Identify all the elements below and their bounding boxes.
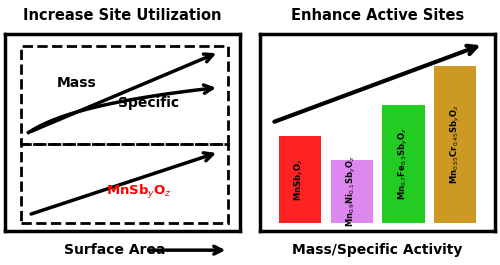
Bar [22,144,228,223]
Text: Specific: Specific [118,96,179,110]
Bar [330,160,373,223]
Text: MnSb$_y$O$_z$: MnSb$_y$O$_z$ [106,183,172,201]
Text: Mn$_{0.9}$Ni$_{0.1}$Sb$_y$O$_z$: Mn$_{0.9}$Ni$_{0.1}$Sb$_y$O$_z$ [345,156,358,227]
Text: Mass: Mass [56,76,96,90]
Text: Enhance Active Sites: Enhance Active Sites [291,8,464,23]
Text: Increase Site Utilization: Increase Site Utilization [23,8,222,23]
Text: Mn$_{0.55}$Cr$_{0.45}$Sb$_y$O$_z$: Mn$_{0.55}$Cr$_{0.45}$Sb$_y$O$_z$ [448,104,462,184]
Bar [382,105,424,223]
Bar [279,136,321,223]
Text: Mn$_{0.7}$Fe$_{0.3}$Sb$_y$O$_z$: Mn$_{0.7}$Fe$_{0.3}$Sb$_y$O$_z$ [397,127,410,200]
Text: MnSb$_y$O$_z$: MnSb$_y$O$_z$ [294,158,306,201]
Text: Surface Area: Surface Area [64,243,175,257]
Text: Mass/Specific Activity: Mass/Specific Activity [292,243,462,257]
Bar [434,66,476,223]
Bar [22,46,228,144]
